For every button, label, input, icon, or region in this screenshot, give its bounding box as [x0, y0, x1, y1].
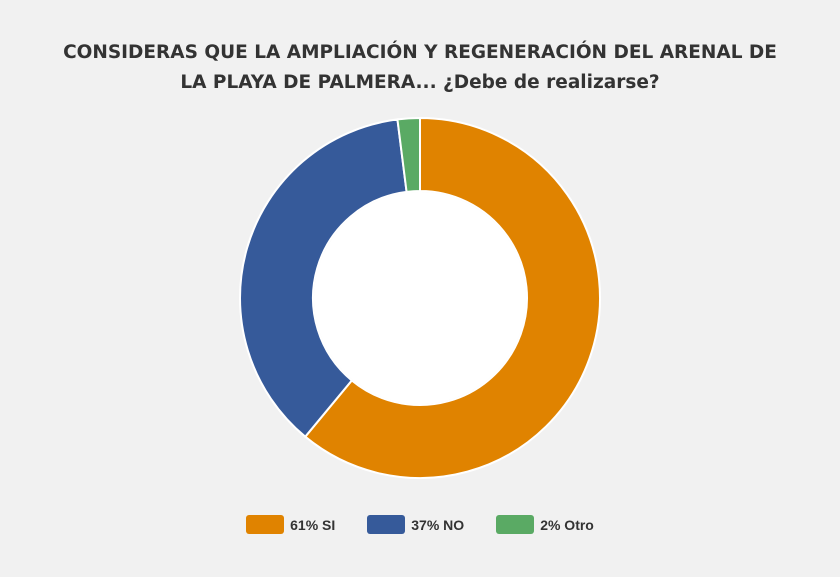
- legend-swatch-si: [246, 515, 285, 534]
- legend-item-no: 37% NO: [367, 515, 464, 534]
- slice-si: [303, 116, 601, 479]
- donut-slices: [239, 116, 601, 479]
- donut-hole: [314, 192, 526, 404]
- slice-no: [239, 118, 408, 439]
- legend-swatch-no: [367, 515, 406, 534]
- slice-otro: [396, 116, 421, 193]
- chart-title: CONSIDERAS QUE LA AMPLIACIÓN Y REGENERAC…: [0, 38, 840, 98]
- chart-title-line-1: CONSIDERAS QUE LA AMPLIACIÓN Y REGENERAC…: [63, 42, 777, 63]
- legend-label-no: 37% NO: [411, 516, 465, 533]
- chart-title-line-2: LA PLAYA DE PALMERA... ¿Debe de realizar…: [180, 72, 660, 93]
- legend-swatch-otro: [496, 515, 535, 534]
- legend-label-si: 61% SI: [290, 516, 336, 533]
- legend-label-otro: 2% Otro: [540, 516, 594, 533]
- legend-item-otro: 2% Otro: [496, 515, 594, 534]
- legend-item-si: 61% SI: [246, 515, 335, 534]
- chart-legend: 61% SI 37% NO 2% Otro: [0, 515, 840, 534]
